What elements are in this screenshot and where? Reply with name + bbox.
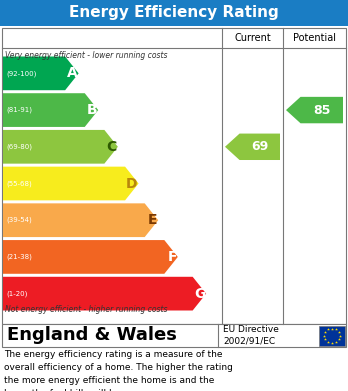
Bar	[0, 0, 348, 26]
Text: B: B	[87, 103, 97, 117]
Text: Not energy efficient - higher running costs: Not energy efficient - higher running co…	[5, 305, 167, 314]
Polygon shape	[3, 93, 98, 127]
Text: A: A	[67, 66, 78, 81]
Text: D: D	[126, 176, 137, 190]
Text: Current: Current	[234, 33, 271, 43]
Text: G: G	[194, 287, 205, 301]
Text: C: C	[106, 140, 117, 154]
Polygon shape	[3, 203, 158, 237]
Text: E: E	[148, 213, 157, 227]
Text: Very energy efficient - lower running costs: Very energy efficient - lower running co…	[5, 51, 167, 60]
Text: 69: 69	[251, 140, 268, 153]
Text: EU Directive
2002/91/EC: EU Directive 2002/91/EC	[223, 325, 279, 346]
Text: (1-20): (1-20)	[6, 291, 27, 297]
Text: F: F	[167, 250, 177, 264]
Text: Energy Efficiency Rating: Energy Efficiency Rating	[69, 5, 279, 20]
Text: 85: 85	[313, 104, 331, 117]
Polygon shape	[3, 130, 118, 164]
Polygon shape	[3, 167, 139, 200]
Text: The energy efficiency rating is a measure of the
overall efficiency of a home. T: The energy efficiency rating is a measur…	[4, 350, 233, 391]
Polygon shape	[3, 240, 178, 274]
Text: England & Wales: England & Wales	[7, 326, 177, 344]
Bar	[2, 324, 346, 347]
Polygon shape	[3, 57, 79, 90]
Text: (92-100): (92-100)	[6, 70, 37, 77]
Text: (39-54): (39-54)	[6, 217, 32, 224]
Text: (69-80): (69-80)	[6, 143, 32, 150]
Text: (21-38): (21-38)	[6, 254, 32, 260]
Text: (55-68): (55-68)	[6, 180, 32, 187]
Bar	[319, 325, 345, 346]
Bar	[2, 28, 346, 324]
Text: Potential: Potential	[293, 33, 336, 43]
Text: (81-91): (81-91)	[6, 107, 32, 113]
Polygon shape	[225, 134, 280, 160]
Polygon shape	[286, 97, 343, 123]
Polygon shape	[3, 277, 206, 310]
